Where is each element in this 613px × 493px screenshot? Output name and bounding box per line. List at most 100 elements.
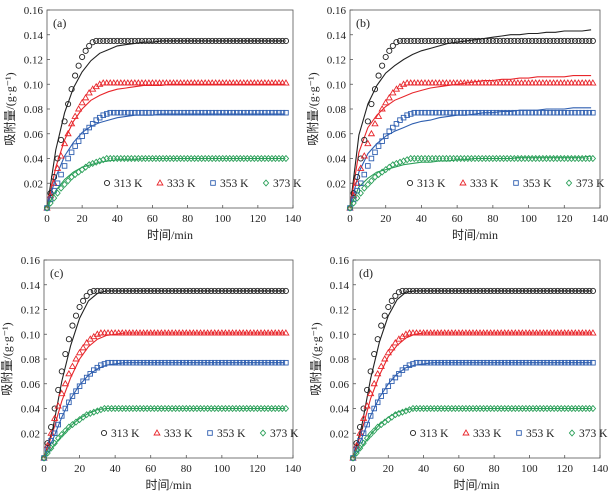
data-point-triangle — [271, 79, 280, 86]
data-point-circle — [436, 37, 443, 44]
data-point-square — [379, 138, 385, 144]
data-point-circle — [526, 287, 533, 294]
data-point-square — [210, 180, 216, 186]
y-tick-label: 0.08 — [330, 354, 350, 366]
x-tick-label: 0 — [44, 213, 50, 225]
legend-label: 313 K — [114, 178, 143, 190]
data-point-square — [223, 109, 229, 116]
data-point-circle — [409, 287, 417, 294]
data-point-diamond — [350, 199, 357, 207]
data-point-square — [425, 109, 432, 116]
data-point-triangle — [381, 355, 389, 362]
data-point-square — [470, 359, 476, 366]
data-point-triangle — [441, 329, 449, 336]
data-point-circle — [62, 350, 69, 358]
x-tick-label: 20 — [380, 213, 392, 225]
data-point-diamond — [418, 154, 425, 163]
data-point-triangle — [428, 79, 436, 86]
data-point-square — [494, 359, 501, 366]
data-point-square — [513, 180, 519, 186]
x-tick-label: 60 — [452, 213, 464, 225]
data-point-circle — [119, 287, 126, 294]
x-tick-label: 60 — [453, 463, 465, 475]
data-point-triangle — [150, 329, 158, 336]
data-point-circle — [282, 287, 289, 294]
legend-label: 373 K — [579, 428, 608, 440]
data-point-square — [576, 359, 582, 366]
data-point-circle — [579, 37, 586, 44]
data-point-square — [582, 109, 589, 116]
legend-item: 313 K — [406, 178, 446, 190]
data-point-triangle — [257, 329, 265, 336]
x-tick-label: 140 — [592, 463, 609, 475]
data-point-circle — [413, 287, 420, 294]
data-point-square — [187, 359, 193, 366]
data-point-circle — [589, 37, 596, 44]
x-tick-label: 0 — [41, 463, 47, 475]
fit-curve — [46, 83, 285, 209]
data-point-circle — [151, 287, 158, 294]
data-point-triangle — [264, 79, 273, 86]
data-point-circle — [486, 37, 493, 44]
data-point-square — [188, 109, 194, 116]
series-373K — [40, 404, 290, 462]
data-point-circle — [75, 62, 82, 69]
data-point-diamond — [550, 154, 557, 163]
data-point-square — [569, 359, 575, 366]
data-point-circle — [484, 287, 491, 294]
data-point-triangle — [462, 429, 470, 436]
panel-label: (a) — [53, 16, 66, 30]
data-point-triangle — [437, 329, 445, 336]
data-point-circle — [82, 47, 89, 54]
data-point-square — [475, 109, 482, 116]
data-point-triangle — [589, 329, 597, 336]
data-point-triangle — [419, 329, 428, 336]
data-point-triangle — [492, 79, 501, 86]
y-axis-label: 吸附量/(g·g⁻¹) — [0, 322, 14, 395]
y-axis-label: 吸附量/(g·g⁻¹) — [306, 72, 320, 145]
data-point-triangle — [486, 329, 495, 336]
data-point-triangle — [221, 329, 230, 336]
data-point-triangle — [378, 105, 386, 112]
data-point-square — [417, 359, 423, 366]
data-point-square — [86, 124, 92, 131]
legend-label: 333 K — [167, 178, 196, 190]
data-point-triangle — [364, 139, 372, 147]
data-point-triangle — [528, 79, 536, 86]
data-point-square — [525, 109, 532, 116]
data-point-square — [586, 359, 593, 366]
data-point-triangle — [275, 329, 283, 336]
data-point-circle — [357, 155, 364, 162]
x-tick-label: 40 — [416, 213, 428, 225]
data-point-circle — [400, 37, 407, 44]
data-point-circle — [197, 287, 204, 294]
data-point-square — [536, 109, 543, 116]
data-point-square — [204, 359, 211, 366]
x-tick-label: 40 — [110, 463, 122, 475]
data-point-triangle — [432, 79, 440, 86]
data-point-triangle — [459, 179, 467, 186]
data-point-circle — [519, 287, 526, 294]
data-point-triangle — [64, 129, 72, 137]
y-tick-label: 0.10 — [21, 329, 41, 341]
data-point-square — [438, 359, 444, 366]
data-point-triangle — [578, 79, 586, 86]
data-point-square — [123, 359, 129, 366]
data-point-circle — [368, 101, 375, 108]
data-point-triangle — [232, 329, 240, 336]
legend-label: 353 K — [526, 428, 555, 440]
data-point-square — [454, 109, 460, 116]
data-point-triangle — [264, 329, 272, 336]
data-point-triangle — [549, 79, 558, 86]
data-point-triangle — [99, 79, 107, 86]
data-point-diamond — [575, 154, 582, 163]
data-point-square — [149, 109, 156, 116]
data-point-square — [219, 109, 226, 116]
data-point-square — [480, 359, 487, 366]
data-point-square — [83, 374, 90, 381]
data-point-square — [283, 359, 289, 366]
data-point-triangle — [75, 348, 84, 356]
x-tick-label: 20 — [383, 463, 395, 475]
data-point-triangle — [243, 329, 251, 336]
data-point-circle — [418, 37, 425, 44]
